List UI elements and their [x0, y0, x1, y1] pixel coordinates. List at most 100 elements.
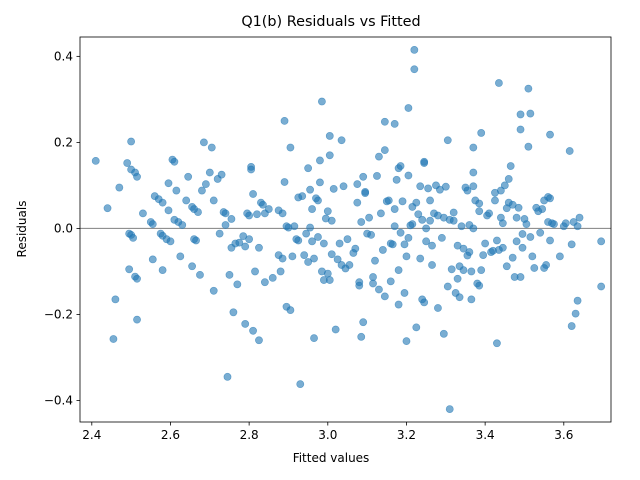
- data-point: [516, 125, 525, 134]
- data-point: [304, 258, 313, 266]
- data-point: [306, 185, 314, 194]
- data-point: [597, 237, 606, 246]
- data-point: [255, 243, 263, 252]
- data-point: [449, 216, 458, 225]
- data-point: [133, 315, 141, 324]
- data-point: [164, 179, 173, 188]
- data-point: [194, 208, 202, 216]
- data-point: [502, 262, 511, 271]
- x-axis: 2.4 2.6 2.8 3.0 3.2 3.4 3.6: [82, 422, 573, 442]
- data-point: [235, 238, 244, 247]
- data-point: [184, 172, 193, 181]
- data-point: [404, 171, 413, 180]
- data-point: [251, 267, 259, 276]
- data-point: [264, 205, 273, 213]
- data-point: [420, 159, 429, 167]
- data-point: [437, 233, 446, 242]
- data-point: [459, 244, 468, 253]
- data-point: [127, 137, 136, 146]
- data-point: [518, 243, 527, 252]
- data-point: [400, 289, 409, 297]
- data-point: [416, 254, 425, 263]
- data-point: [314, 233, 322, 241]
- data-point: [359, 172, 368, 181]
- axes-frame: [79, 36, 612, 423]
- data-point: [441, 182, 450, 191]
- data-point: [445, 405, 454, 413]
- data-point: [357, 332, 366, 341]
- data-point: [317, 97, 326, 106]
- data-point: [245, 235, 254, 244]
- x-tick-label: 3.4: [476, 428, 495, 442]
- data-point: [205, 168, 214, 177]
- data-point: [504, 175, 513, 183]
- data-point: [422, 224, 431, 233]
- data-point: [418, 215, 427, 224]
- data-point: [493, 236, 501, 245]
- data-point: [498, 243, 507, 252]
- data-point: [402, 337, 411, 346]
- data-point: [375, 285, 383, 294]
- data-point: [170, 157, 179, 166]
- data-point: [491, 196, 499, 205]
- data-point: [376, 209, 385, 218]
- data-point: [412, 198, 421, 207]
- data-point: [209, 286, 218, 295]
- data-point: [465, 248, 474, 256]
- data-point: [241, 242, 250, 251]
- data-point: [308, 205, 316, 213]
- data-point: [404, 104, 413, 112]
- data-point: [253, 210, 261, 219]
- data-point: [198, 186, 206, 195]
- data-point: [176, 252, 185, 261]
- data-point: [463, 186, 472, 195]
- data-point: [233, 280, 242, 289]
- data-point: [308, 237, 316, 246]
- data-point: [164, 206, 173, 215]
- data-point: [494, 79, 503, 87]
- y-axis: −0.4 −0.2 0.0 0.2 0.4: [44, 49, 80, 407]
- data-point: [526, 233, 535, 241]
- data-point: [449, 208, 458, 217]
- data-point: [514, 203, 523, 212]
- data-point: [310, 254, 318, 263]
- y-tick-label: 0.4: [54, 49, 73, 63]
- data-point: [278, 254, 287, 263]
- data-point: [481, 239, 490, 248]
- data-point: [485, 209, 493, 218]
- data-point: [493, 339, 501, 348]
- data-point: [133, 274, 141, 283]
- data-point: [546, 130, 554, 139]
- y-tick-label: 0.0: [54, 221, 73, 235]
- data-point: [386, 277, 395, 286]
- data-point: [498, 219, 507, 228]
- data-point: [286, 143, 295, 152]
- data-point: [172, 186, 181, 195]
- data-point: [323, 269, 332, 278]
- data-point: [125, 265, 134, 274]
- data-point: [357, 218, 366, 226]
- data-point: [378, 246, 387, 254]
- data-point: [479, 251, 488, 259]
- data-point: [477, 129, 486, 137]
- data-point: [439, 329, 448, 338]
- data-point: [343, 235, 352, 244]
- data-point: [304, 164, 313, 173]
- data-point: [524, 142, 533, 151]
- data-point: [290, 222, 299, 231]
- data-point: [335, 239, 344, 248]
- data-point: [302, 229, 311, 238]
- data-point: [247, 165, 255, 174]
- data-point: [215, 229, 224, 238]
- data-point: [516, 273, 525, 281]
- y-tick-label: −0.4: [44, 393, 73, 407]
- data-point: [268, 273, 277, 282]
- data-point: [408, 220, 417, 229]
- data-point: [296, 380, 305, 389]
- data-point: [139, 209, 147, 218]
- data-point: [475, 281, 484, 290]
- data-point: [306, 223, 314, 232]
- data-point: [412, 323, 421, 332]
- data-point: [276, 267, 285, 276]
- data-point: [550, 220, 558, 229]
